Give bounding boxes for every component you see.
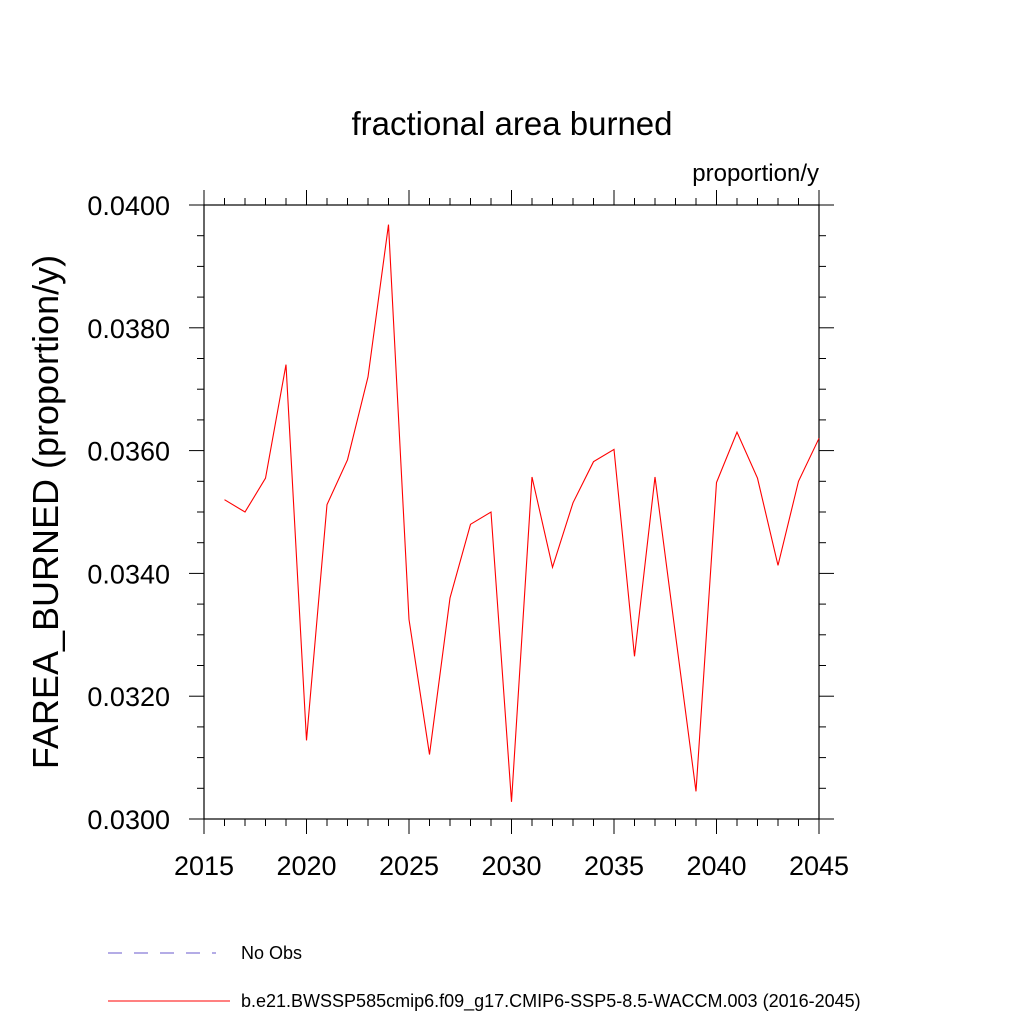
y-tick-label: 0.0380 (87, 314, 170, 344)
y-tick-label: 0.0320 (87, 682, 170, 712)
y-tick-labels: 0.0300 0.0320 0.0340 0.0360 0.0380 0.0400 (87, 191, 170, 835)
x-tick-label: 2045 (789, 851, 849, 881)
legend: No Obs b.e21.BWSSP585cmip6.f09_g17.CMIP6… (108, 943, 861, 1012)
y-tick-label: 0.0400 (87, 191, 170, 221)
plot-frame (203, 204, 820, 820)
chart-title: fractional area burned (351, 105, 672, 142)
y-tick-label: 0.0360 (87, 437, 170, 467)
x-tick-label: 2025 (379, 851, 439, 881)
y-tick-label: 0.0300 (87, 805, 170, 835)
x-tick-label: 2020 (276, 851, 336, 881)
x-tick-labels: 2015 2020 2025 2030 2035 2040 2045 (174, 851, 849, 881)
legend-label-model-run: b.e21.BWSSP585cmip6.f09_g17.CMIP6-SSP5-8… (241, 991, 861, 1012)
legend-label-no-obs: No Obs (241, 943, 302, 963)
x-tick-label: 2030 (481, 851, 541, 881)
units-label: proportion/y (692, 160, 819, 187)
x-tick-label: 2040 (686, 851, 746, 881)
axis-ticks (189, 190, 834, 834)
series-line-0 (224, 224, 820, 802)
data-series (224, 224, 820, 802)
x-tick-label: 2015 (174, 851, 234, 881)
y-axis-label: FAREA_BURNED (proportion/y) (25, 255, 66, 769)
y-tick-label: 0.0340 (87, 559, 170, 589)
x-tick-label: 2035 (584, 851, 644, 881)
